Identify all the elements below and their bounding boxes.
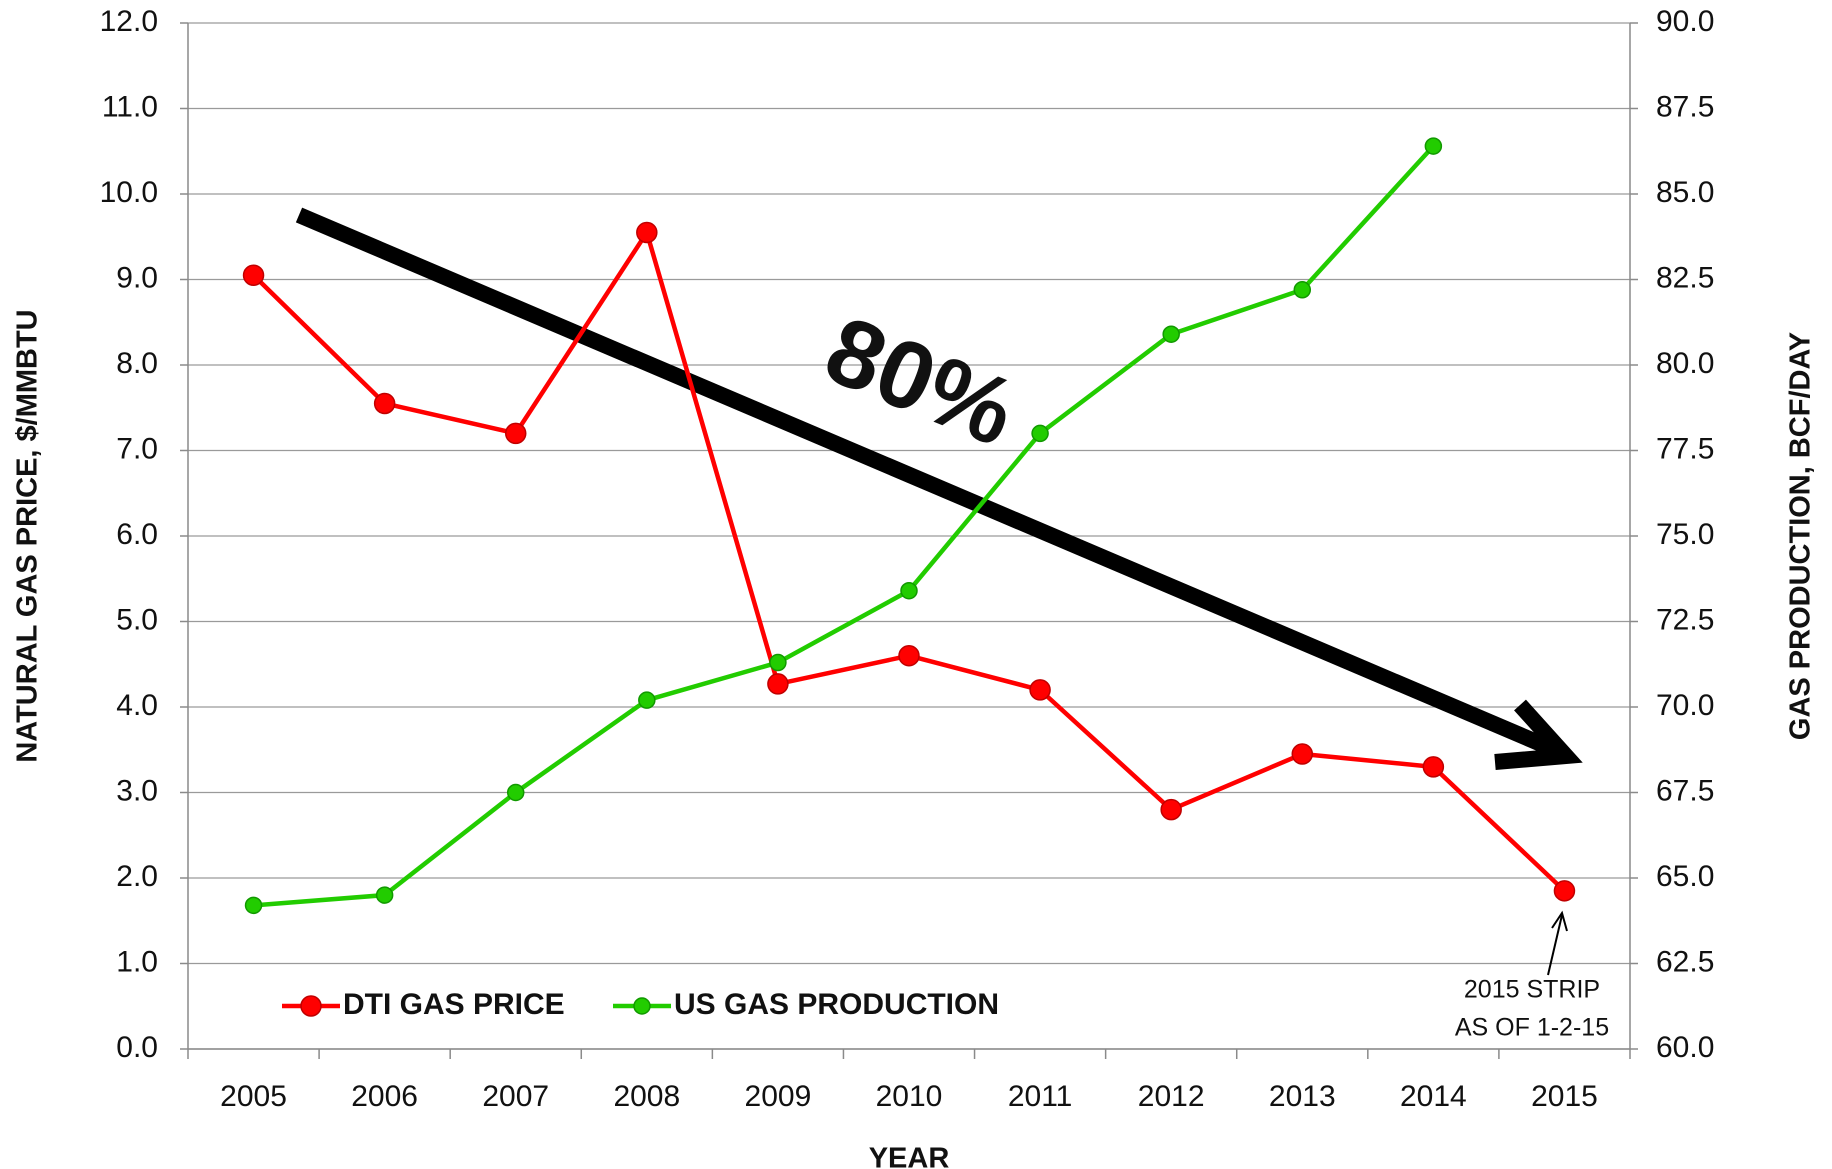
y-tick-label: 5.0 (116, 603, 158, 636)
legend-marker (633, 997, 651, 1015)
x-tick-label: 2010 (876, 1080, 943, 1113)
marker (506, 783, 525, 802)
y-tick-label: 12.0 (100, 5, 158, 38)
trend-arrow-head (1494, 699, 1583, 770)
y-tick-label: 9.0 (116, 261, 158, 294)
x-axis-title: YEAR (869, 1143, 950, 1169)
y-tick-label: 11.0 (102, 90, 158, 123)
x-tick-label: 2011 (1008, 1080, 1073, 1113)
y-tick-label: 8.0 (116, 347, 158, 380)
x-tick-label: 2009 (745, 1080, 812, 1113)
marker (1160, 798, 1182, 821)
marker (898, 644, 920, 667)
marker (1291, 743, 1314, 765)
y-tick-label: 7.0 (116, 432, 158, 465)
y-axis-title: NATURAL GAS PRICE, $/MMBTU (12, 309, 44, 762)
x-tick-label: 2012 (1138, 1080, 1205, 1113)
x-tick-label: 2014 (1400, 1080, 1467, 1113)
y2-tick-label: 77.5 (1656, 432, 1714, 465)
annotation: 2015 STRIP (1464, 976, 1600, 1004)
x-tick-label: 2005 (220, 1080, 287, 1113)
x-tick-label: 2013 (1269, 1080, 1336, 1113)
y2-tick-label: 80.0 (1656, 347, 1714, 380)
y2-tick-label: 82.5 (1656, 261, 1714, 294)
annotation: AS OF 1-2-15 (1455, 1014, 1609, 1042)
marker (1029, 679, 1051, 701)
y2-tick-label: 87.5 (1656, 90, 1714, 123)
y-tick-label: 4.0 (116, 689, 158, 722)
y-tick-label: 2.0 (116, 860, 158, 893)
y2-tick-label: 75.0 (1656, 518, 1714, 551)
marker (638, 691, 656, 709)
marker (242, 264, 265, 286)
y2-tick-label: 60.0 (1656, 1031, 1714, 1064)
series-line (253, 144, 1436, 908)
legend-label: DTI GAS PRICE (343, 988, 565, 1021)
y2-tick-label: 62.5 (1656, 945, 1714, 978)
annotation-arrow-head (1551, 910, 1568, 932)
marker (1293, 281, 1312, 299)
y2-axis-title: GAS PRODUCTION, BCF/DAY (1785, 332, 1817, 740)
y-tick-label: 1.0 (116, 945, 158, 978)
y-tick-label: 0.0 (116, 1031, 158, 1064)
marker (373, 392, 396, 415)
y2-tick-label: 65.0 (1656, 860, 1714, 893)
x-tick-label: 2008 (613, 1080, 680, 1113)
x-tick-label: 2006 (351, 1080, 418, 1113)
marker (1162, 325, 1180, 343)
marker (504, 422, 527, 445)
y2-tick-label: 67.5 (1656, 774, 1714, 807)
y-tick-label: 10.0 (100, 176, 158, 209)
marker (375, 886, 394, 904)
y-tick-label: 3.0 (116, 774, 158, 807)
x-tick-label: 2007 (482, 1080, 549, 1113)
x-tick-label: 2015 (1531, 1080, 1598, 1113)
marker (1422, 756, 1445, 778)
trend-arrow (295, 207, 1564, 760)
y2-tick-label: 90.0 (1656, 5, 1714, 38)
y2-tick-label: 85.0 (1656, 176, 1714, 209)
marker (1424, 137, 1443, 155)
marker (636, 221, 658, 244)
marker (767, 673, 789, 695)
legend-marker (300, 995, 322, 1017)
legend-label: US GAS PRODUCTION (674, 988, 999, 1021)
y2-tick-label: 72.5 (1656, 603, 1714, 636)
y-tick-label: 6.0 (116, 518, 158, 551)
marker (1031, 424, 1049, 443)
marker (769, 653, 787, 672)
marker (244, 896, 263, 915)
annotation-arrow (1547, 914, 1563, 976)
marker (1553, 880, 1576, 902)
marker (900, 581, 918, 600)
y2-tick-label: 70.0 (1656, 689, 1714, 722)
